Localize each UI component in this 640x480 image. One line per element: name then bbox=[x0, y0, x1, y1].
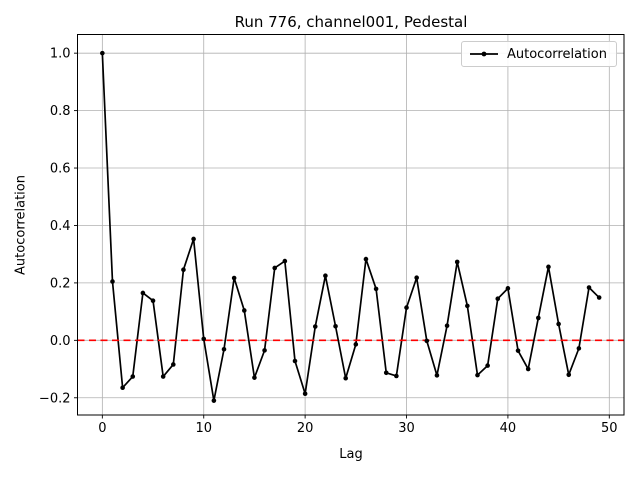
legend-line-marker-sample bbox=[470, 51, 498, 57]
data-point bbox=[262, 348, 267, 353]
data-point bbox=[181, 267, 186, 272]
data-point bbox=[221, 346, 227, 352]
data-point bbox=[525, 366, 531, 372]
data-point bbox=[404, 305, 409, 310]
data-point bbox=[383, 370, 389, 376]
data-point bbox=[363, 256, 369, 262]
data-point bbox=[231, 275, 237, 281]
tick-labels: 0 10 20 30 40 50 −0.2 0.0 0.2 0.4 0.6 0.8 1.0 bbox=[39, 47, 618, 436]
data-point bbox=[596, 295, 602, 300]
data-point bbox=[323, 273, 328, 279]
data-point bbox=[312, 324, 318, 329]
data-point bbox=[586, 285, 592, 290]
data-point bbox=[100, 50, 105, 56]
data-point bbox=[424, 338, 430, 344]
data-point bbox=[556, 321, 561, 327]
data-point bbox=[394, 373, 399, 379]
data-point bbox=[465, 303, 470, 309]
axes-frame bbox=[77, 34, 625, 416]
data-point bbox=[576, 346, 582, 351]
data-point bbox=[110, 279, 115, 284]
data-points bbox=[100, 50, 602, 403]
data-point bbox=[292, 358, 298, 364]
chart-title: Run 776, channel001, Pedestal bbox=[234, 13, 468, 31]
data-point bbox=[475, 372, 480, 378]
y-tick-label: 0.4 bbox=[50, 219, 71, 234]
data-point bbox=[241, 308, 247, 313]
y-tick-label: 0.0 bbox=[50, 334, 71, 349]
grid-lines bbox=[77, 34, 624, 415]
tick-marks bbox=[74, 52, 610, 419]
x-tick-label: 30 bbox=[398, 421, 415, 436]
x-tick-label: 40 bbox=[500, 421, 517, 436]
data-point bbox=[160, 374, 166, 379]
data-point bbox=[191, 236, 196, 242]
y-tick-label: 0.6 bbox=[50, 162, 71, 177]
data-point bbox=[444, 323, 450, 328]
data-point bbox=[566, 372, 572, 378]
data-point bbox=[211, 398, 217, 403]
data-point bbox=[485, 363, 490, 368]
legend: Autocorrelation bbox=[461, 41, 617, 67]
data-point bbox=[171, 362, 176, 367]
data-point bbox=[536, 315, 541, 321]
x-axis-label: Lag bbox=[339, 447, 363, 462]
data-point bbox=[302, 391, 308, 397]
data-point bbox=[353, 342, 359, 347]
data-point bbox=[515, 348, 521, 353]
data-point bbox=[454, 259, 460, 265]
data-point bbox=[546, 264, 551, 270]
data-point bbox=[130, 374, 136, 379]
x-tick-label: 50 bbox=[601, 421, 618, 436]
data-point bbox=[252, 375, 257, 380]
x-tick-label: 10 bbox=[195, 421, 212, 436]
data-point bbox=[434, 373, 440, 378]
y-axis-label: Autocorrelation bbox=[13, 175, 29, 275]
data-point bbox=[201, 336, 207, 342]
autocorrelation-line bbox=[101, 53, 600, 402]
y-tick-label: −0.2 bbox=[39, 391, 71, 406]
data-point bbox=[505, 286, 511, 291]
data-point bbox=[373, 286, 379, 292]
data-point bbox=[343, 375, 348, 381]
data-point bbox=[495, 296, 501, 301]
y-tick-label: 1.0 bbox=[50, 47, 71, 62]
x-tick-label: 20 bbox=[297, 421, 314, 436]
data-point bbox=[272, 265, 278, 271]
data-point bbox=[414, 275, 419, 281]
data-point bbox=[140, 290, 146, 296]
data-point bbox=[120, 385, 125, 391]
y-tick-label: 0.8 bbox=[50, 104, 71, 119]
legend-label: Autocorrelation bbox=[507, 46, 607, 62]
data-point bbox=[282, 258, 288, 264]
x-tick-label: 0 bbox=[98, 421, 106, 436]
data-point bbox=[150, 298, 156, 304]
y-tick-label: 0.2 bbox=[50, 276, 71, 291]
data-point bbox=[333, 323, 338, 329]
